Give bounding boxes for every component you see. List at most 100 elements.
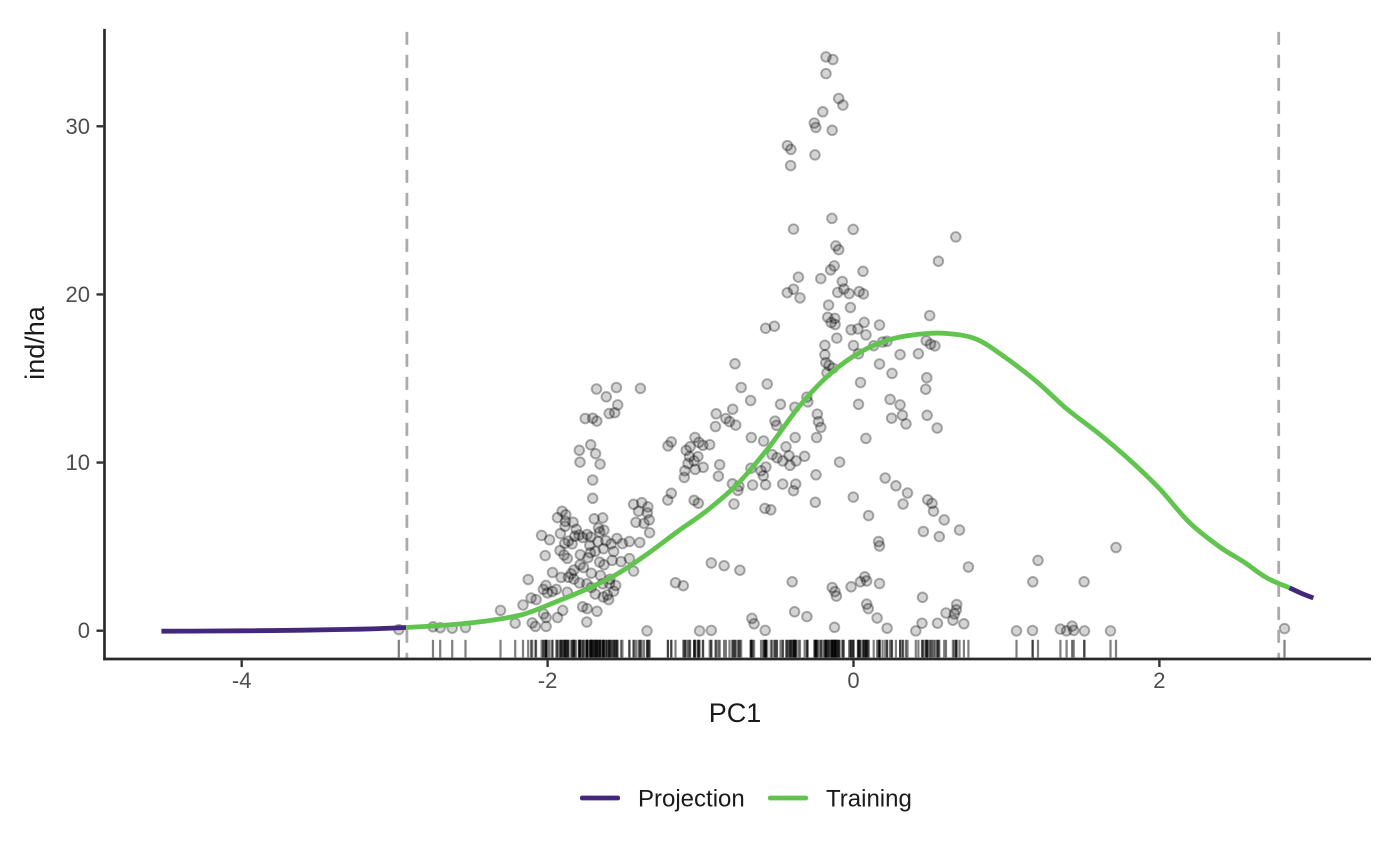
scatter-point [573,577,586,589]
scatter-point [768,320,781,332]
scatter-point [509,617,521,629]
scatter-point [689,463,702,476]
scatter-point [642,501,654,513]
scatter-point [826,124,838,137]
curves-layer [161,330,1315,634]
y-axis-title: ind/ha [20,305,50,380]
x-tick-label: -4 [232,668,252,693]
y-tick-label: 30 [66,114,90,139]
scatter-point [729,358,741,370]
scatter-point [693,436,705,449]
scatter-point [829,312,841,325]
scatter-point [606,554,618,567]
scatter-point [712,470,725,482]
scatter-point [568,530,581,543]
scatter-point [921,371,933,384]
scatter-point [669,576,682,589]
scatter-point [953,524,966,536]
scatter-point [823,359,835,372]
scatter-point [634,382,647,395]
scatter-point [829,318,841,331]
scatter-point [593,556,606,568]
scatter-point [1010,625,1023,637]
scatter-point [591,605,603,618]
scatter-point [556,505,568,517]
scatter-point [755,465,767,477]
scatter-point [831,286,844,299]
scatter-point [627,498,640,511]
scatter-point [680,444,692,457]
scatter-point [594,526,606,538]
scatter-point [787,283,800,295]
scatter-point [585,567,598,579]
scatter-point [551,611,564,624]
scatter-point [723,415,736,428]
scatter-point [682,457,694,470]
scatter-point [1078,625,1091,637]
scatter-point [588,513,600,525]
x-tick-label: 2 [1153,668,1165,693]
scatter-point [873,540,886,552]
scatter-point [872,535,885,548]
scatter-point [551,511,564,524]
scatter-point [950,604,963,616]
scatter-point [734,564,746,576]
scatter-point [1027,576,1039,588]
scatter-point [529,620,542,633]
scatter-point [847,491,860,503]
scatter-point [825,316,837,329]
legend-label-projection: Projection [638,786,745,813]
scatter-point [927,505,940,517]
scatter-point [822,299,835,311]
scatter-point [692,450,704,463]
scatter-point [853,285,865,298]
scatter-point [852,323,864,335]
scatter-point [539,549,551,562]
scatter-point [781,139,794,152]
scatter-point [894,348,906,361]
scatter-point [746,612,758,625]
scatter-point [828,260,840,272]
scatter-point [1110,541,1122,554]
scatter-point [815,272,827,285]
scatter-point [530,593,542,606]
scatter-point [558,537,571,550]
scatter-point [808,117,821,129]
scatter-point [710,408,722,420]
scatter-point [770,419,783,432]
scatter-point [826,581,838,594]
scatter-point [592,535,604,548]
scatter-point [546,566,559,579]
scatter-point [948,608,961,620]
scatter-point [589,588,601,600]
scatter-point [665,436,678,448]
scatter-point [845,324,857,336]
scatter-point [597,591,610,603]
scatter-point [852,398,865,411]
scatter-point [760,461,772,473]
scatter-point [871,612,883,624]
legend-key-training [768,795,808,801]
scatter-point [554,527,567,540]
scatter-point [555,571,567,584]
scatter-point [632,505,645,517]
scatter-point [962,561,975,573]
scatter-point [847,339,860,352]
scatter-point [858,316,870,329]
scatter-point [801,610,813,623]
scatter-point [581,528,593,541]
scatter-point [784,159,797,172]
scatter-point [769,415,781,427]
scatter-point [765,504,777,516]
scatter-point [831,332,843,344]
scatter-point [665,487,678,500]
scatter-point [596,512,609,524]
scatter-point [540,579,552,592]
scatter-point [827,53,839,66]
scatter-point [916,591,929,604]
scatter-point [718,559,730,572]
scatter-point [757,469,770,482]
scatter-point [1078,576,1090,588]
scatter-point [1060,625,1073,637]
